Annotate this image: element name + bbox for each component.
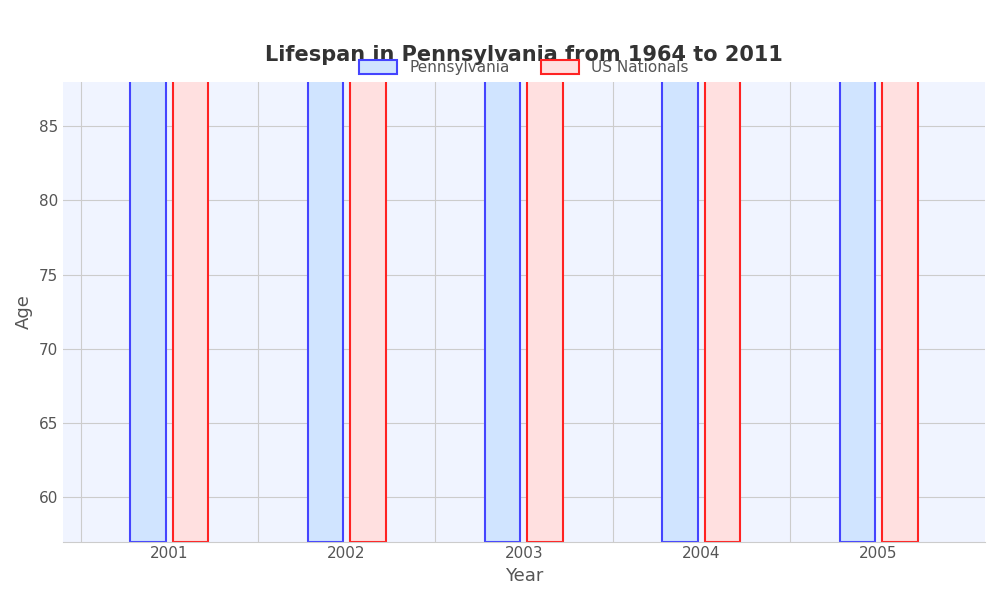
Y-axis label: Age: Age — [15, 294, 33, 329]
Bar — [662, 0, 698, 542]
Bar — [130, 0, 166, 542]
Bar — [485, 0, 520, 542]
Bar — [705, 0, 740, 542]
Bar — [840, 0, 875, 542]
X-axis label: Year: Year — [505, 567, 543, 585]
Bar — [527, 0, 563, 542]
Bar — [173, 0, 208, 542]
Bar — [308, 0, 343, 542]
Title: Lifespan in Pennsylvania from 1964 to 2011: Lifespan in Pennsylvania from 1964 to 20… — [265, 45, 783, 65]
Bar — [882, 0, 918, 542]
Legend: Pennsylvania, US Nationals: Pennsylvania, US Nationals — [352, 53, 696, 83]
Bar — [350, 0, 386, 542]
